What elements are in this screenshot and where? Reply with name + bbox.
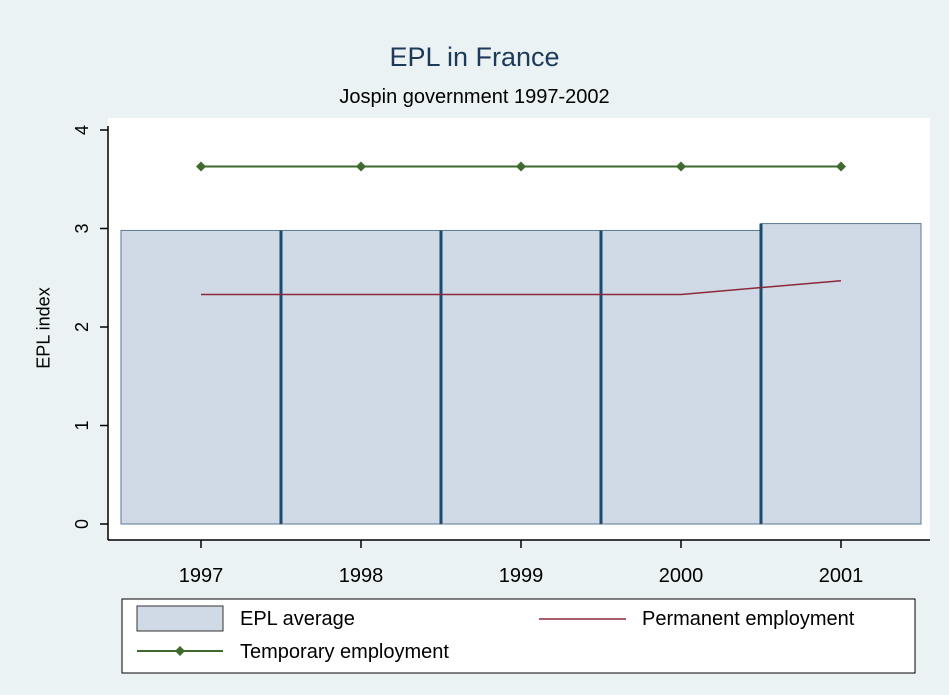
legend-marker-temporary (175, 646, 185, 656)
x-tick-label: 1998 (339, 565, 384, 587)
bar-1999 (440, 229, 602, 525)
legend-swatch-epl-average (136, 605, 224, 632)
x-tick-label: 2000 (659, 565, 704, 587)
point-temporary-2001 (836, 161, 846, 172)
y-tick-label: 4 (72, 125, 92, 135)
bar-2001 (760, 223, 922, 525)
x-tick-label: 2001 (819, 565, 864, 587)
x-tick-label: 1997 (179, 565, 224, 587)
legend: EPL average Permanent employment Temporary… (121, 598, 916, 674)
y-tick-label: 1 (72, 420, 92, 430)
y-tick-label: 3 (72, 223, 92, 233)
bar-1998 (280, 229, 442, 525)
bar-1997 (120, 229, 282, 525)
point-temporary-2000 (676, 161, 686, 172)
bar-2000 (600, 229, 762, 525)
chart-title: EPL in France (389, 42, 560, 72)
legend-label-temporary: Temporary employment (240, 641, 449, 663)
y-tick-label: 2 (72, 322, 92, 332)
legend-label-permanent: Permanent employment (642, 608, 855, 630)
legend-label-epl-average: EPL average (240, 608, 355, 630)
chart-subtitle: Jospin government 1997-2002 (339, 86, 610, 108)
y-tick-label: 0 (72, 519, 92, 529)
legend-box (121, 598, 916, 674)
point-temporary-1999 (516, 161, 526, 172)
point-temporary-1997 (196, 161, 206, 172)
point-temporary-1998 (356, 161, 366, 172)
series-line-permanent (201, 279, 842, 296)
x-tick-label: 1999 (499, 565, 544, 587)
